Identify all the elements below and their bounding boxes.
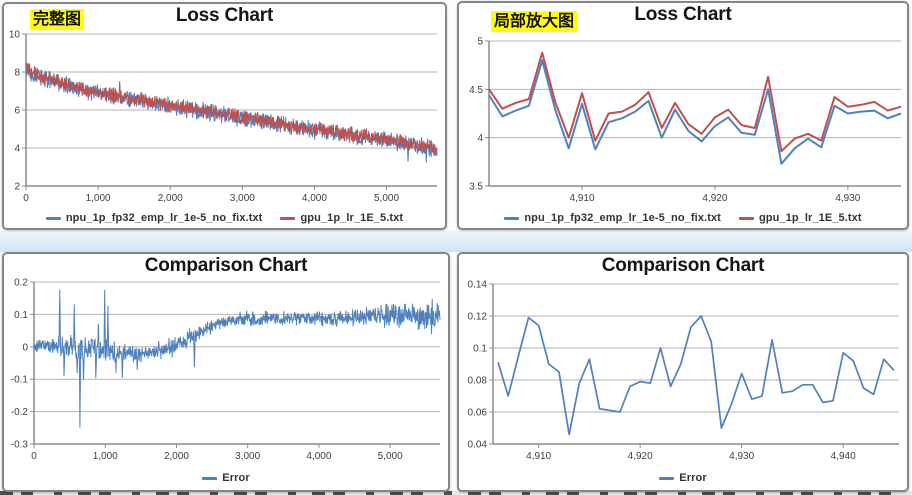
legend-label-gpu: gpu_1p_lr_1E_5.txt bbox=[758, 212, 862, 224]
svg-text:5,000: 5,000 bbox=[378, 451, 403, 462]
legend-label-npu: npu_1p_fp32_emp_lr_1e-5_no_fix.txt bbox=[524, 212, 721, 224]
svg-text:5: 5 bbox=[477, 37, 483, 48]
svg-text:3,000: 3,000 bbox=[235, 451, 260, 462]
svg-text:2,000: 2,000 bbox=[158, 193, 183, 204]
comparison-full-title: Comparison Chart bbox=[144, 255, 308, 276]
legend-item-error[interactable]: Error bbox=[202, 472, 250, 484]
comparison-full-chart: -0.3 -0.2 -0.1 0 0.1 0.2 0 1,000 2,000 3,000 4,000… bbox=[11, 278, 441, 462]
comparison-zoom-legend: Error bbox=[459, 468, 907, 488]
legend-item-error[interactable]: Error bbox=[659, 472, 707, 484]
svg-text:4,000: 4,000 bbox=[306, 451, 331, 462]
annotation-full-view: 完整图 bbox=[30, 9, 85, 30]
legend-item-npu[interactable]: npu_1p_fp32_emp_lr_1e-5_no_fix.txt bbox=[504, 212, 721, 224]
comparison-full-legend: Error bbox=[4, 468, 448, 488]
legend-label-error: Error bbox=[679, 472, 707, 484]
panel-comparison-zoom: Comparison Chart 0.04 0.06 0.08 0.1 0.12 0.14… bbox=[457, 252, 909, 492]
npu-series-marker bbox=[45, 216, 61, 220]
svg-text:4,930: 4,930 bbox=[835, 193, 860, 204]
svg-text:-0.3: -0.3 bbox=[11, 440, 29, 451]
svg-text:4,920: 4,920 bbox=[628, 451, 653, 462]
svg-text:0.1: 0.1 bbox=[14, 310, 28, 321]
legend-label-gpu: gpu_1p_lr_1E_5.txt bbox=[300, 212, 404, 224]
svg-text:4.5: 4.5 bbox=[469, 85, 483, 96]
svg-text:4: 4 bbox=[477, 133, 483, 144]
loss-zoom-legend: npu_1p_fp32_emp_lr_1e-5_no_fix.txt gpu_1… bbox=[459, 208, 907, 228]
error-series-marker bbox=[659, 476, 675, 480]
svg-text:10: 10 bbox=[9, 30, 21, 41]
svg-text:0: 0 bbox=[31, 451, 37, 462]
svg-text:0.12: 0.12 bbox=[468, 312, 488, 323]
svg-text:4,920: 4,920 bbox=[702, 193, 727, 204]
background-window-edge bbox=[0, 491, 912, 495]
svg-text:-0.1: -0.1 bbox=[11, 375, 29, 386]
svg-text:0.06: 0.06 bbox=[468, 408, 488, 419]
svg-text:4: 4 bbox=[14, 144, 20, 155]
loss-zoom-chart: 3.5 4 4.5 5 4,910 4,920 4,930 bbox=[469, 37, 902, 204]
panel-comparison-full: Comparison Chart -0.3 -0.2 -0.1 0 0.1 0.2 0 1,0… bbox=[2, 252, 450, 492]
svg-text:0.08: 0.08 bbox=[468, 376, 488, 387]
svg-text:2: 2 bbox=[14, 182, 20, 193]
loss-full-legend: npu_1p_fp32_emp_lr_1e-5_no_fix.txt gpu_1… bbox=[4, 208, 445, 228]
gpu-series-marker bbox=[738, 216, 754, 220]
legend-item-gpu[interactable]: gpu_1p_lr_1E_5.txt bbox=[738, 212, 862, 224]
legend-label-npu: npu_1p_fp32_emp_lr_1e-5_no_fix.txt bbox=[65, 212, 263, 224]
svg-text:2,000: 2,000 bbox=[164, 451, 189, 462]
panel-loss-zoom: 局部放大图 Loss Chart 3.5 4 4.5 5 4,910 4,920 4,930… bbox=[457, 1, 909, 230]
svg-text:0: 0 bbox=[22, 342, 28, 353]
error-series-marker bbox=[202, 476, 218, 480]
svg-text:6: 6 bbox=[14, 106, 20, 117]
loss-full-title: Loss Chart bbox=[175, 5, 274, 26]
svg-text:4,930: 4,930 bbox=[729, 451, 754, 462]
svg-text:3,000: 3,000 bbox=[230, 193, 255, 204]
npu-series-marker bbox=[504, 216, 520, 220]
svg-text:4,000: 4,000 bbox=[302, 193, 327, 204]
desktop-background-strip bbox=[0, 231, 912, 252]
svg-text:0.14: 0.14 bbox=[468, 280, 488, 291]
loss-full-chart: 2 4 6 8 10 0 1,000 2,000 3,000 4,000 5,000 bbox=[9, 30, 438, 204]
legend-item-gpu[interactable]: gpu_1p_lr_1E_5.txt bbox=[280, 212, 403, 224]
legend-label-error: Error bbox=[222, 472, 250, 484]
svg-text:1,000: 1,000 bbox=[86, 193, 111, 204]
svg-text:0: 0 bbox=[23, 193, 29, 204]
svg-text:0.2: 0.2 bbox=[14, 278, 28, 289]
svg-text:-0.2: -0.2 bbox=[11, 407, 29, 418]
svg-text:0.04: 0.04 bbox=[468, 440, 488, 451]
annotation-zoom-view: 局部放大图 bbox=[491, 11, 578, 32]
svg-text:5,000: 5,000 bbox=[374, 193, 399, 204]
svg-text:3.5: 3.5 bbox=[469, 182, 483, 193]
svg-text:4,910: 4,910 bbox=[526, 451, 551, 462]
svg-text:1,000: 1,000 bbox=[93, 451, 118, 462]
loss-zoom-title: Loss Chart bbox=[634, 4, 732, 25]
legend-item-npu[interactable]: npu_1p_fp32_emp_lr_1e-5_no_fix.txt bbox=[45, 212, 263, 224]
comparison-zoom-title: Comparison Chart bbox=[601, 255, 765, 276]
panel-loss-full: 完整图 Loss Chart 2 4 6 8 10 0 1,000 2,000 3,000 4,0… bbox=[2, 2, 447, 230]
svg-text:4,940: 4,940 bbox=[831, 451, 856, 462]
comparison-zoom-chart: 0.04 0.06 0.08 0.1 0.12 0.14 4,910 4,920 4,930 4,… bbox=[468, 280, 899, 462]
svg-text:4,910: 4,910 bbox=[570, 193, 595, 204]
svg-text:8: 8 bbox=[14, 68, 20, 79]
gpu-series-marker bbox=[280, 216, 296, 220]
svg-text:0.1: 0.1 bbox=[473, 344, 487, 355]
